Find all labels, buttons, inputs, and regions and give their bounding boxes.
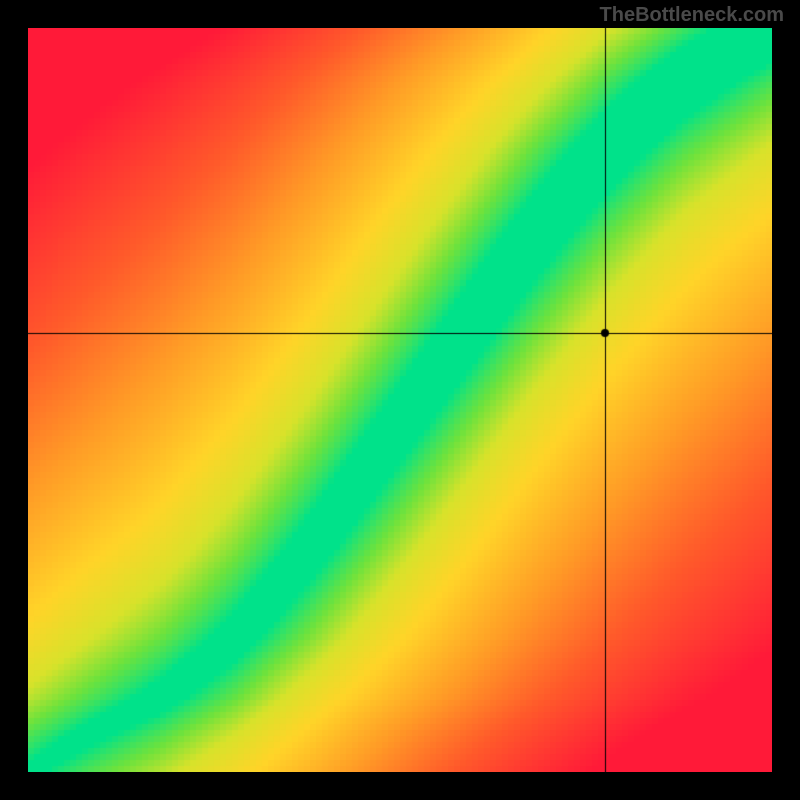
chart-area (28, 28, 772, 772)
watermark-text: TheBottleneck.com (600, 4, 784, 27)
heatmap-canvas (28, 28, 772, 772)
chart-container: TheBottleneck.com (0, 0, 800, 800)
